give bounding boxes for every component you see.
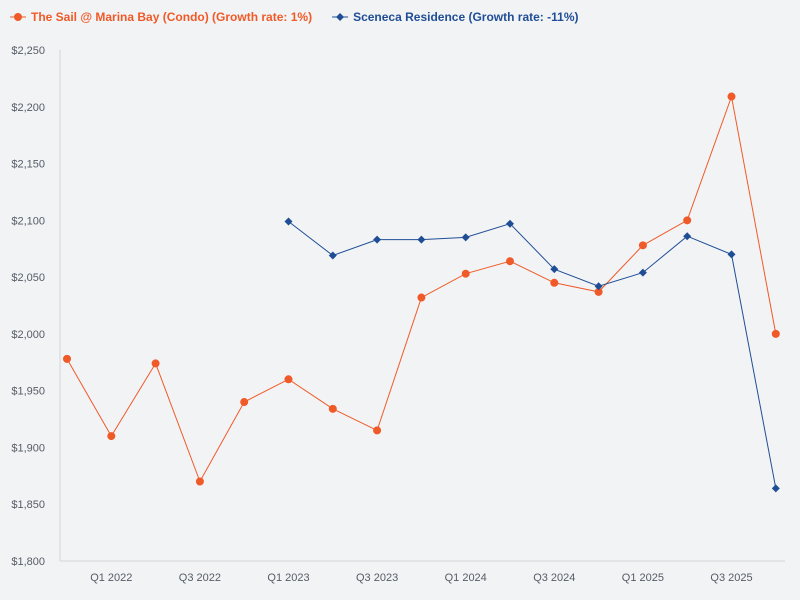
data-point[interactable] (683, 216, 692, 225)
y-tick-label: $2,250 (11, 45, 45, 57)
data-point[interactable] (727, 92, 736, 101)
y-tick-label: $1,900 (11, 442, 45, 454)
data-point[interactable] (638, 268, 647, 277)
legend-item-1[interactable]: The Sail @ Marina Bay (Condo) (Growth ra… (10, 10, 312, 24)
data-point[interactable] (506, 219, 514, 228)
legend-diamond-marker (336, 13, 345, 21)
x-tick-label: Q1 2024 (445, 572, 487, 584)
data-point[interactable] (107, 432, 116, 441)
legend-item-2[interactable]: Sceneca Residence (Growth rate: -11%) (332, 10, 578, 24)
x-tick-label: Q3 2024 (533, 572, 575, 584)
data-point[interactable] (240, 398, 249, 407)
y-tick-label: $2,100 (11, 215, 45, 227)
x-tick-label: Q1 2022 (90, 572, 132, 584)
series-layer (63, 92, 780, 493)
data-point[interactable] (63, 354, 71, 363)
y-tick-label: $1,850 (11, 499, 45, 511)
data-point[interactable] (328, 404, 337, 413)
y-tick-label: $2,050 (11, 272, 45, 284)
data-point[interactable] (727, 250, 736, 259)
x-tick-label: Q1 2023 (267, 572, 309, 584)
x-tick-label: Q1 2025 (622, 572, 664, 584)
data-point[interactable] (195, 477, 204, 486)
series-2 (284, 217, 780, 493)
data-point[interactable] (771, 329, 780, 338)
x-tick-label: Q3 2025 (710, 572, 752, 584)
legend-label: The Sail @ Marina Bay (Condo) (Growth ra… (31, 10, 312, 24)
legend: The Sail @ Marina Bay (Condo) (Growth ra… (10, 10, 578, 24)
y-tick-label: $1,950 (11, 386, 45, 398)
series-1 (63, 92, 780, 486)
data-point[interactable] (461, 233, 470, 242)
legend-label: Sceneca Residence (Growth rate: -11%) (353, 10, 578, 24)
data-point[interactable] (683, 232, 692, 241)
data-point[interactable] (417, 293, 426, 302)
data-point[interactable] (771, 484, 780, 493)
data-point[interactable] (328, 251, 337, 260)
data-point[interactable] (638, 241, 647, 250)
y-tick-label: $2,000 (11, 329, 45, 341)
data-point[interactable] (594, 282, 603, 291)
data-point[interactable] (151, 359, 160, 368)
legend-circle-marker (14, 13, 22, 21)
axes: $1,800 $1,850 $1,900 $1,950 $2,000 $2,050 $2,1… (11, 45, 785, 584)
series-line (66, 94, 777, 483)
data-point[interactable] (284, 217, 293, 226)
series-line (288, 221, 777, 489)
data-point[interactable] (284, 375, 293, 384)
data-point[interactable] (506, 257, 514, 266)
y-tick-label: $2,150 (11, 159, 45, 171)
data-point[interactable] (373, 235, 382, 244)
data-point[interactable] (417, 235, 426, 244)
data-point[interactable] (373, 426, 382, 435)
data-point[interactable] (550, 278, 559, 287)
y-tick-label: $2,200 (11, 102, 45, 114)
data-point[interactable] (594, 287, 603, 296)
y-tick-label: $1,800 (11, 556, 45, 568)
data-point[interactable] (461, 269, 470, 278)
x-tick-label: Q3 2023 (356, 572, 398, 584)
data-point[interactable] (550, 265, 559, 274)
x-tick-label: Q3 2022 (179, 572, 221, 584)
